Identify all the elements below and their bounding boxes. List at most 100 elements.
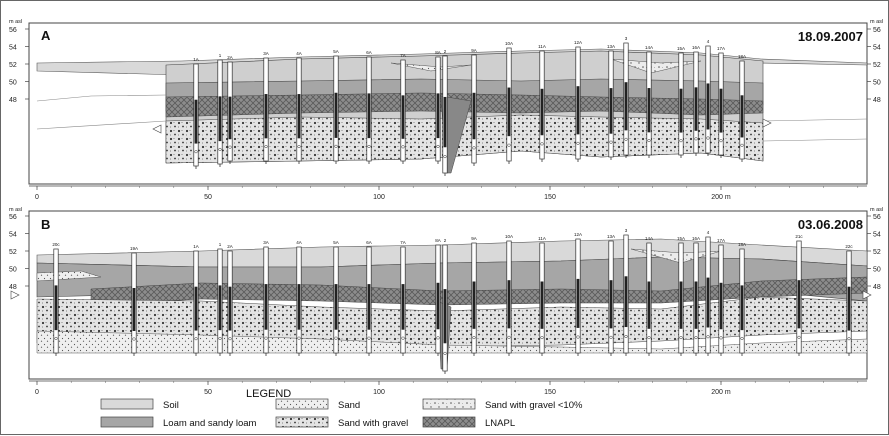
well-screen [694, 87, 698, 131]
well-screen [679, 88, 683, 133]
well-water-level [540, 336, 544, 340]
y-tick-label-right: 48 [873, 284, 881, 291]
well-label: 2A [227, 244, 233, 249]
well-screen [706, 277, 710, 328]
well-screen [401, 284, 405, 330]
well-screen [436, 93, 440, 139]
well-label: 4A [296, 240, 302, 245]
well-screen [297, 284, 301, 330]
well-water-level [264, 336, 268, 340]
well-screen [797, 280, 801, 329]
well-label: 2 [444, 238, 447, 243]
well-water-level [679, 336, 683, 340]
well-label: 8A [435, 238, 441, 243]
well-screen [694, 281, 698, 329]
well-label: 11A [538, 236, 546, 241]
well-screen [367, 93, 371, 139]
panel-a-y-ticks: 56 56 54 54 52 52 50 50 48 48 [9, 27, 881, 104]
well-water-level [719, 336, 723, 340]
well-label: 2 [444, 49, 447, 54]
well-screen [264, 94, 268, 139]
well-water-level [694, 137, 698, 141]
well-label: 17A [717, 46, 725, 51]
y-tick-label-right: 54 [873, 232, 881, 239]
well-label: 8A [435, 50, 441, 55]
well-label: 21c [795, 234, 803, 239]
well-screen [740, 95, 744, 138]
well-water-level [847, 337, 851, 341]
well-water-level [624, 334, 628, 339]
well-label: 9A [471, 236, 477, 241]
y-tick-label-left: 52 [9, 62, 17, 69]
panel-a-letter: A [41, 28, 51, 43]
panel-a-x-ticks: 0 50 100 150 200 m [35, 186, 859, 201]
well-label: 6A [366, 50, 372, 55]
well-screen [401, 95, 405, 139]
panel-b-water-level-marker-right [862, 290, 872, 300]
well-water-level [694, 336, 698, 340]
well-label: 4 [707, 230, 710, 235]
well-water-level [576, 335, 580, 339]
well-label: 4A [296, 51, 302, 56]
panel-b-unit-right: m asl [870, 207, 883, 213]
panel-b-y-ticks: 56 56 54 54 52 52 50 50 48 48 [9, 214, 881, 291]
y-tick-label-right: 50 [873, 80, 881, 87]
well-water-level [218, 147, 222, 151]
legend-label: Sand with gravel <10% [485, 400, 583, 411]
panel-b-sand-layer [36, 330, 868, 354]
well-water-level [609, 335, 613, 339]
y-tick-label-left: 56 [9, 27, 17, 34]
well-screen [218, 285, 222, 331]
well-water-level [228, 145, 232, 149]
well-screen [334, 92, 338, 138]
well-screen [228, 286, 232, 331]
well-screen [679, 281, 683, 329]
well-label: 16A [692, 45, 700, 50]
well-water-level [54, 336, 58, 340]
well-water-level [194, 337, 198, 341]
well-water-level [472, 146, 476, 150]
panel-a-unit-right: m asl [870, 19, 883, 25]
well-label: 12A [574, 232, 582, 237]
well-water-level [719, 139, 723, 143]
well-screen [719, 88, 723, 133]
y-tick-label-left: 50 [9, 80, 17, 87]
well-screen [367, 284, 371, 330]
well-water-level [507, 143, 511, 147]
panel-b-date: 03.06.2008 [798, 217, 863, 232]
legend-label: LNAPL [485, 418, 515, 429]
well-screen [507, 87, 511, 137]
panel-b-x-ticks: 0 50 100 150 200 m [35, 381, 859, 396]
well-screen [443, 289, 447, 344]
well-screen [706, 83, 710, 130]
well-screen [472, 92, 476, 140]
well-label: 4 [707, 39, 710, 44]
y-tick-label-right: 54 [873, 45, 881, 52]
well-screen [647, 88, 651, 133]
well-label: 18A [738, 242, 746, 247]
x-tick-label: 100 [373, 194, 385, 201]
well-water-level [507, 335, 511, 339]
x-tick-label: 150 [544, 389, 556, 396]
y-tick-label-right: 56 [873, 214, 881, 221]
well-label: 19A [130, 246, 138, 251]
well-water-level [401, 336, 405, 340]
well-water-level [367, 336, 371, 340]
well-screen [540, 281, 544, 329]
y-tick-label-left: 48 [9, 284, 17, 291]
well-water-level [443, 155, 447, 159]
x-tick-label: 150 [544, 194, 556, 201]
well-label: 1 [219, 242, 222, 247]
well-screen [740, 285, 744, 331]
well-label: 7A [400, 53, 406, 58]
well-water-level [706, 136, 710, 140]
well-screen [576, 278, 580, 328]
legend-swatch [100, 416, 154, 428]
legend-title: LEGEND [246, 388, 291, 400]
well-water-level [679, 139, 683, 143]
well-water-level [647, 336, 651, 340]
legend-swatch [422, 416, 476, 428]
panel-a-date: 18.09.2007 [798, 29, 863, 44]
